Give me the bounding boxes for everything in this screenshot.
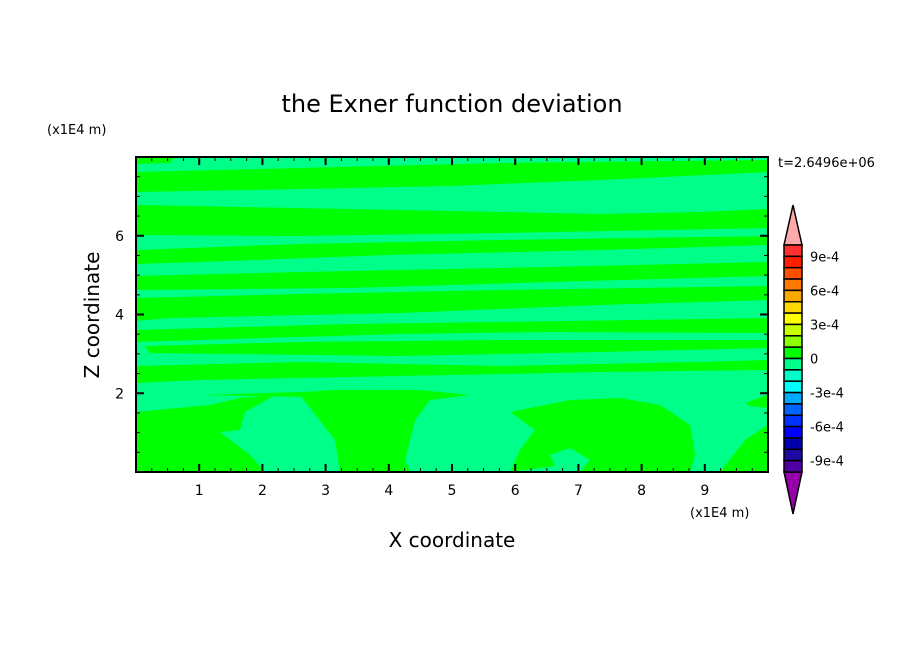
- x-axis-label: X coordinate: [389, 528, 516, 552]
- x-tick-label: 6: [511, 483, 520, 499]
- colorbar-tick-label: -9e-4: [810, 455, 844, 470]
- x-tick-label: 5: [448, 483, 457, 499]
- colorbar-under-triangle: [783, 471, 803, 515]
- colorbar-box: [783, 357, 803, 371]
- colorbar-tick-label: -3e-4: [810, 387, 844, 402]
- colorbar-box: [783, 266, 803, 280]
- x-tick-label: 2: [258, 483, 267, 499]
- field-band-positive: [510, 398, 695, 472]
- field-band-positive: [136, 395, 275, 472]
- colorbar-tick-label: 0: [810, 353, 818, 368]
- y-tick-label: 2: [115, 386, 124, 402]
- field-band-positive: [300, 390, 470, 472]
- colorbar-box: [783, 403, 803, 416]
- field-band-positive: [136, 262, 768, 290]
- y-tick-label: 4: [115, 308, 124, 324]
- colorbar-box: [783, 448, 803, 462]
- colorbar-box: [783, 255, 803, 269]
- x-tick-label: 7: [574, 483, 583, 499]
- x-tick-label: 4: [384, 483, 393, 499]
- contour-field: [136, 157, 768, 472]
- colorbar-box: [783, 278, 803, 292]
- x-tick-label: 3: [321, 483, 330, 499]
- colorbar-box: [783, 289, 803, 303]
- y-tick-label: 6: [115, 229, 124, 245]
- colorbar-box: [783, 346, 803, 360]
- field-band-positive: [136, 286, 768, 321]
- field-band-positive: [745, 395, 768, 408]
- field-band-positive: [136, 360, 768, 383]
- colorbar-tick-label: 3e-4: [810, 318, 839, 333]
- x-tick-label: 9: [700, 483, 709, 499]
- colorbar-box: [783, 323, 803, 337]
- field-band-positive: [136, 205, 768, 236]
- time-label: t=2.6496e+06: [778, 156, 875, 171]
- axes: 1 2 3 4 5 6 7 8 9 2 4 6: [115, 156, 769, 499]
- chart-title: the Exner function deviation: [281, 90, 622, 118]
- colorbar-box: [783, 414, 803, 428]
- colorbar-over-triangle: [783, 204, 803, 246]
- x-unit-label: (x1E4 m): [690, 506, 749, 521]
- colorbar-box: [783, 391, 803, 405]
- y-axis-label: Z coordinate: [80, 252, 104, 379]
- field-band-positive: [136, 236, 768, 264]
- field-band-positive: [136, 157, 175, 164]
- colorbar-tick-label: 9e-4: [810, 250, 839, 265]
- colorbar-box: [783, 369, 803, 382]
- colorbar-box: [783, 244, 803, 258]
- colorbar-box: [783, 335, 803, 348]
- colorbar-box: [783, 380, 803, 394]
- colorbar-box: [783, 312, 803, 326]
- y-unit-label: (x1E4 m): [47, 123, 106, 138]
- field-band-positive: [136, 160, 768, 192]
- field-band-positive: [720, 425, 768, 472]
- field-band-positive: [136, 318, 768, 342]
- colorbar-tick-label: 6e-4: [810, 284, 839, 299]
- x-tick-label: 1: [195, 483, 204, 499]
- colorbar-box: [783, 425, 803, 439]
- colorbar-tick-label: -6e-4: [810, 421, 844, 436]
- colorbar: 9e-4 6e-4 3e-4 0 -3e-4 -6e-4 -9e-4: [783, 204, 844, 515]
- field-band-positive: [145, 340, 768, 356]
- colorbar-box: [783, 437, 803, 451]
- colorbar-box: [783, 459, 803, 473]
- colorbar-box: [783, 301, 803, 314]
- x-tick-label: 8: [637, 483, 646, 499]
